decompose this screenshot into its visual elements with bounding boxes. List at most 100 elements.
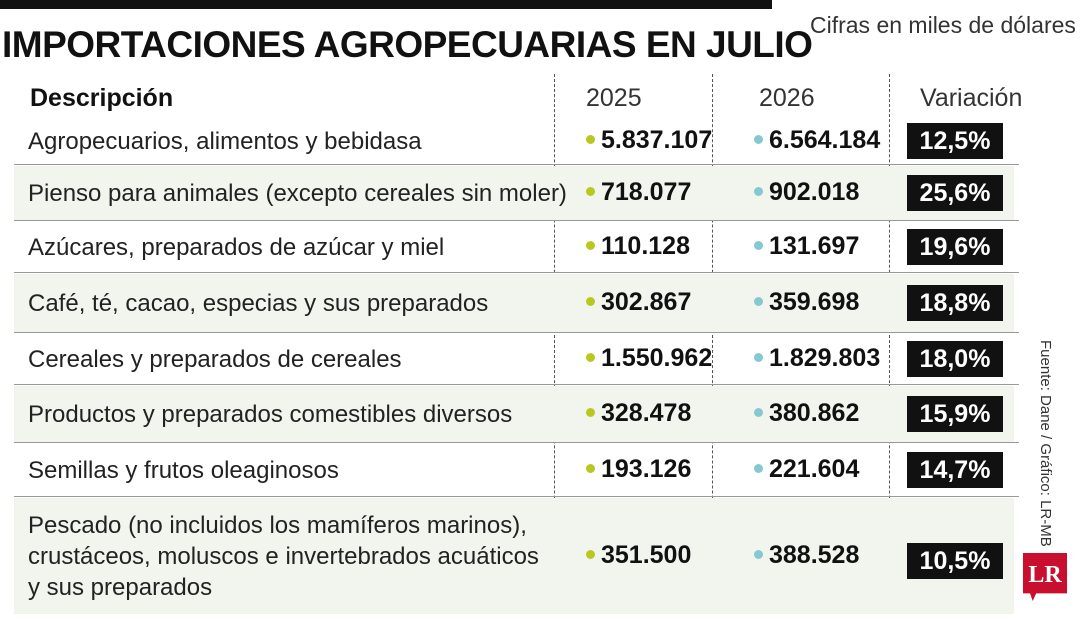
value-2025-text: 110.128	[601, 232, 690, 260]
dot-2025-icon	[586, 296, 595, 306]
row-description-line: Café, té, cacao, especias y sus preparad…	[28, 289, 489, 317]
row-description: Pienso para animales (excepto cereales s…	[28, 178, 567, 209]
dot-2026-icon	[754, 186, 763, 196]
variation-badge: 18,0%	[907, 341, 1003, 377]
value-2026: 1.829.803	[754, 344, 880, 373]
value-2025: 302.867	[586, 288, 691, 317]
row-description: Café, té, cacao, especias y sus preparad…	[28, 288, 488, 319]
dot-2026-icon	[754, 352, 763, 362]
value-2026: 221.604	[754, 455, 859, 484]
table-row: Agropecuarios, alimentos y bebidasa 5.837…	[14, 118, 1014, 164]
variation-badge: 19,6%	[907, 229, 1003, 265]
variation-badge: 12,5%	[907, 123, 1003, 159]
top-bar	[0, 0, 772, 9]
value-2026: 359.698	[754, 288, 859, 317]
dot-2025-icon	[586, 549, 595, 559]
value-2025-text: 1.550.962	[601, 344, 713, 372]
value-2026: 388.528	[754, 541, 859, 570]
value-2026-text: 1.829.803	[769, 344, 881, 372]
row-description-line: Agropecuarios, alimentos y bebidasa	[28, 127, 422, 155]
value-2026-text: 359.698	[769, 288, 860, 316]
dot-2025-icon	[586, 352, 595, 362]
value-2025: 193.126	[586, 455, 691, 484]
row-description-line: Azúcares, preparados de azúcar y miel	[28, 233, 445, 261]
dot-2025-icon	[586, 134, 595, 144]
row-description: Agropecuarios, alimentos y bebidasa	[28, 126, 422, 157]
value-2025-text: 351.500	[601, 541, 692, 569]
value-2026: 131.697	[754, 232, 859, 261]
dot-2025-icon	[586, 240, 595, 250]
value-2025-text: 302.867	[601, 288, 692, 316]
row-description: Pescado (no incluidos los mamíferos mari…	[28, 510, 539, 603]
row-description-line: Pienso para animales (excepto cereales s…	[28, 179, 567, 207]
variation-badge: 15,9%	[907, 396, 1003, 432]
value-2025: 328.478	[586, 399, 691, 428]
value-2026-text: 388.528	[769, 541, 860, 569]
variation-badge: 14,7%	[907, 452, 1003, 488]
value-2025: 5.837.107	[586, 126, 712, 155]
table-row: Pescado (no incluidos los mamíferos mari…	[14, 498, 1014, 614]
row-separator	[14, 384, 1019, 385]
column-divider-1	[554, 74, 555, 614]
dot-2026-icon	[754, 407, 763, 417]
dot-2026-icon	[754, 463, 763, 473]
row-description: Cereales y preparados de cereales	[28, 344, 402, 375]
lr-logo: LR	[1023, 553, 1067, 601]
row-separator	[14, 332, 1019, 333]
table-row: Productos y preparados comestibles diver…	[14, 386, 1014, 442]
value-2026-text: 221.604	[769, 455, 860, 483]
variation-badge: 25,6%	[907, 175, 1003, 211]
row-separator	[14, 496, 1019, 497]
row-description-line: Cereales y preparados de cereales	[28, 345, 402, 373]
dot-2025-icon	[586, 407, 595, 417]
row-description-line: Productos y preparados comestibles diver…	[28, 400, 513, 428]
value-2026: 380.862	[754, 399, 859, 428]
source-text: Fuente: Dane / Gráfico: LR-MB	[1037, 340, 1054, 547]
row-description: Azúcares, preparados de azúcar y miel	[28, 232, 444, 263]
row-separator	[14, 164, 1019, 165]
dot-2025-icon	[586, 463, 595, 473]
dot-2026-icon	[754, 240, 763, 250]
header-2025: 2025	[586, 84, 642, 112]
value-2025: 351.500	[586, 541, 691, 570]
value-2026-text: 131.697	[769, 232, 860, 260]
row-description: Productos y preparados comestibles diver…	[28, 399, 512, 430]
table-row: Cereales y preparados de cereales 1.550.9…	[14, 334, 1014, 384]
table-row: Azúcares, preparados de azúcar y miel 110…	[14, 222, 1014, 272]
source-credit: Fuente: Dane / Gráfico: LR-MB	[1032, 340, 1054, 560]
value-2026: 902.018	[754, 178, 859, 207]
column-divider-3	[889, 74, 890, 614]
table-row: Pienso para animales (excepto cereales s…	[14, 166, 1014, 220]
units-note: Cifras en miles de dólares	[810, 12, 1076, 38]
value-2026-text: 902.018	[769, 178, 860, 206]
value-2025: 1.550.962	[586, 344, 712, 373]
table-row: Café, té, cacao, especias y sus preparad…	[14, 274, 1014, 332]
value-2025-text: 328.478	[601, 399, 692, 427]
dot-2026-icon	[754, 549, 763, 559]
dot-2026-icon	[754, 134, 763, 144]
header-2026: 2026	[759, 84, 815, 112]
column-divider-2	[712, 74, 713, 614]
row-separator	[14, 442, 1019, 443]
table-row: Semillas y frutos oleaginosos 193.126 221.…	[14, 444, 1014, 496]
dot-2026-icon	[754, 296, 763, 306]
value-2026: 6.564.184	[754, 126, 880, 155]
value-2025: 718.077	[586, 178, 691, 207]
value-2025-text: 193.126	[601, 455, 692, 483]
value-2025-text: 5.837.107	[601, 126, 713, 154]
row-description: Semillas y frutos oleaginosos	[28, 455, 339, 486]
header-variation: Variación	[920, 84, 1023, 112]
header-description: Descripción	[30, 84, 174, 112]
value-2025: 110.128	[586, 232, 690, 261]
row-description-line: Pescado (no incluidos los mamíferos mari…	[28, 511, 527, 539]
variation-badge: 18,8%	[907, 285, 1003, 321]
page-title: IMPORTACIONES AGROPECUARIAS EN JULIO	[2, 24, 813, 65]
dot-2025-icon	[586, 186, 595, 196]
row-separator	[14, 272, 1019, 273]
row-description-line: Semillas y frutos oleaginosos	[28, 456, 339, 484]
value-2026-text: 380.862	[769, 399, 860, 427]
row-separator	[14, 220, 1019, 221]
value-2025-text: 718.077	[601, 178, 692, 206]
variation-badge: 10,5%	[907, 543, 1003, 579]
row-description-line: crustáceos, moluscos e invertebrados acu…	[28, 542, 539, 570]
